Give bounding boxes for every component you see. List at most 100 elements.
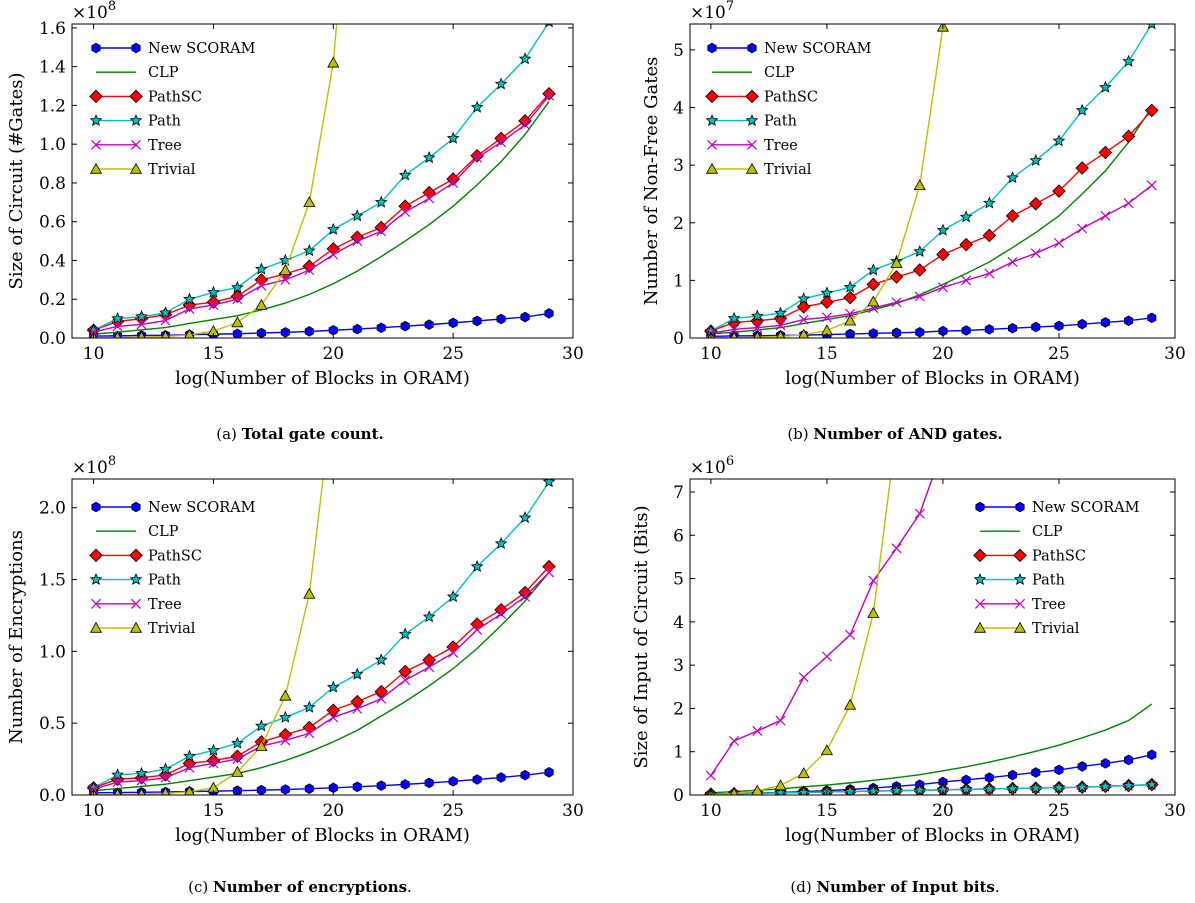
data-point-new-scoram — [1031, 767, 1041, 778]
data-point-tree — [496, 137, 507, 148]
legend-entry: Tree — [148, 138, 182, 154]
data-point-pathsc — [326, 703, 341, 718]
data-point-path — [867, 263, 880, 276]
data-point-new-scoram — [376, 780, 386, 791]
y-tick-label: 0.0 — [39, 786, 66, 806]
data-point-tree — [937, 282, 948, 293]
data-point-trivial — [161, 330, 170, 338]
x-tick-label: 25 — [442, 344, 464, 364]
data-point-new-scoram — [304, 326, 314, 337]
data-point-new-scoram — [280, 327, 290, 338]
data-point-new-scoram — [868, 328, 878, 338]
data-point-trivial — [867, 295, 880, 307]
data-point-pathsc — [518, 585, 532, 600]
data-point-path — [494, 537, 508, 550]
data-point-trivial — [255, 739, 268, 751]
x-tick-label: 25 — [1048, 801, 1070, 821]
legend-entry: New SCORAM — [764, 41, 872, 57]
x-tick-label: 20 — [322, 801, 344, 821]
data-point-tree — [304, 265, 315, 276]
data-point-tree — [400, 675, 411, 686]
data-point-tree — [376, 693, 387, 704]
data-point-trivial — [327, 56, 340, 68]
data-point-path — [727, 311, 741, 324]
y-tick-label: 2.0 — [39, 499, 66, 519]
data-point-path — [326, 680, 340, 693]
x-tick-label: 30 — [562, 801, 584, 821]
data-point-path — [1099, 80, 1112, 93]
data-point-new-scoram — [352, 323, 362, 335]
y-axis-label: Size of Input of Circuit (Bits) — [631, 505, 652, 768]
caption-b-bold: Number of AND gates. — [813, 425, 1003, 443]
data-point-path — [983, 196, 996, 209]
data-point-path — [913, 244, 927, 257]
series-line-trivial — [710, 479, 892, 795]
data-point-path — [183, 292, 196, 305]
data-point-pathsc — [936, 247, 950, 262]
legend-marker — [90, 139, 102, 150]
data-point-tree — [961, 275, 972, 286]
data-point-path — [774, 306, 787, 319]
data-point-tree — [328, 712, 339, 723]
data-point-new-scoram — [424, 319, 434, 330]
data-point-tree — [208, 758, 219, 769]
data-point-tree — [1077, 223, 1088, 234]
data-point-new-scoram — [1008, 322, 1018, 334]
data-point-tree — [914, 508, 925, 519]
data-point-path — [1099, 779, 1112, 792]
chart-panel-d: 10 15 20 25 30 0 1 2 3 4 5 6 7 log(Number of Blocks i… — [631, 455, 1186, 846]
legend: New SCORAM CLP PathSC Path Tree Trivial — [89, 500, 256, 637]
legend-marker — [1014, 598, 1026, 609]
x-tick-label: 10 — [700, 344, 722, 364]
data-point-tree — [232, 294, 243, 305]
data-point-trivial — [113, 331, 122, 338]
legend-marker — [973, 548, 987, 563]
data-point-pathsc — [843, 290, 857, 305]
data-point-pathsc — [374, 220, 388, 235]
legend-marker — [89, 621, 103, 633]
y-tick-label: 2 — [673, 214, 684, 234]
data-point-new-scoram — [256, 784, 266, 795]
legend-marker — [129, 548, 143, 563]
data-point-trivial — [776, 330, 785, 338]
data-point-tree — [352, 236, 363, 247]
data-point-tree — [448, 177, 459, 188]
data-point-path — [1029, 781, 1043, 794]
data-point-tree — [1146, 180, 1157, 191]
data-point-path — [470, 559, 484, 572]
axes-frame — [71, 23, 574, 339]
data-point-path — [750, 309, 764, 322]
data-point-tree — [1100, 210, 1111, 221]
data-point-new-scoram — [472, 774, 482, 785]
data-point-new-scoram — [304, 783, 314, 794]
legend-marker — [1015, 501, 1025, 513]
data-point-new-scoram — [1100, 758, 1110, 769]
data-point-path — [159, 762, 172, 775]
data-point-new-scoram — [424, 777, 434, 789]
y-tick-label: 1.2 — [39, 96, 66, 116]
data-point-trivial — [279, 263, 292, 275]
legend-marker — [706, 139, 718, 150]
data-point-new-scoram — [520, 769, 530, 781]
data-point-path — [1122, 54, 1135, 67]
data-point-tree — [1030, 248, 1041, 259]
data-point-path — [820, 286, 834, 299]
data-point-trivial — [774, 779, 787, 791]
series-line-clp — [93, 101, 550, 335]
legend-entry: Trivial — [1032, 621, 1080, 637]
data-point-path — [422, 151, 436, 164]
legend-marker — [129, 89, 143, 104]
data-point-tree — [256, 280, 267, 291]
data-point-pathsc — [446, 172, 460, 186]
data-point-path — [470, 100, 484, 113]
data-point-tree — [1007, 256, 1018, 267]
data-point-tree — [845, 629, 856, 640]
data-point-trivial — [303, 196, 316, 208]
y-tick-label: 1 — [673, 271, 684, 291]
y-tick-label: 7 — [673, 483, 684, 503]
data-point-path — [843, 784, 857, 795]
legend: New SCORAM CLP PathSC Path Tree Trivial — [973, 500, 1140, 637]
y-tick-label: 6 — [673, 526, 684, 546]
x-axis-label: log(Number of Blocks in ORAM) — [785, 825, 1080, 846]
data-point-new-scoram — [1077, 318, 1087, 330]
